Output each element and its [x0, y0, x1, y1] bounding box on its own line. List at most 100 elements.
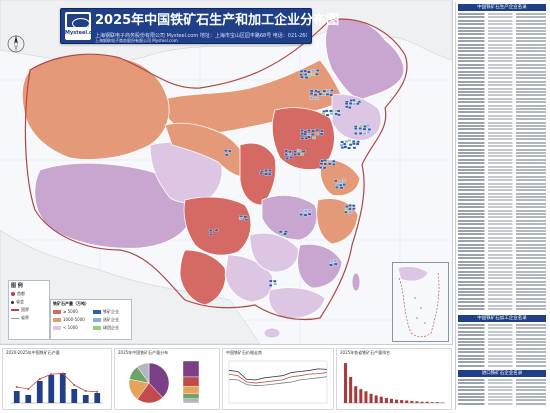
- enterprise-marker[interactable]: [268, 284, 273, 287]
- enterprise-marker[interactable]: [343, 145, 348, 149]
- enterprise-marker[interactable]: [344, 208, 349, 211]
- directory-entry[interactable]: [458, 135, 546, 138]
- directory-entry[interactable]: [458, 351, 546, 354]
- enterprise-marker[interactable]: [311, 69, 316, 73]
- enterprise-marker[interactable]: [342, 183, 346, 186]
- directory-entry[interactable]: [458, 347, 546, 350]
- enterprise-marker[interactable]: [300, 137, 305, 140]
- directory-entry[interactable]: [458, 219, 546, 222]
- province-sichuan[interactable]: [183, 196, 252, 256]
- directory-entry[interactable]: [458, 13, 546, 15]
- enterprise-marker[interactable]: [309, 89, 314, 93]
- enterprise-marker[interactable]: [209, 233, 213, 236]
- directory-entry[interactable]: [458, 46, 546, 49]
- enterprise-marker[interactable]: [344, 102, 349, 105]
- south-china-sea-inset[interactable]: [392, 262, 449, 342]
- directory-entry[interactable]: [458, 395, 546, 398]
- enterprise-marker[interactable]: [310, 133, 315, 136]
- enterprise-marker[interactable]: [321, 112, 326, 115]
- directory-entry[interactable]: [458, 29, 546, 32]
- enterprise-marker[interactable]: [307, 209, 312, 213]
- province-heilongjiang[interactable]: [325, 18, 405, 101]
- directory-entry[interactable]: [458, 327, 546, 330]
- directory-entry[interactable]: [458, 148, 546, 151]
- enterprise-marker[interactable]: [299, 69, 304, 73]
- enterprise-marker[interactable]: [322, 166, 327, 170]
- enterprise-marker[interactable]: [362, 127, 367, 131]
- enterprise-marker[interactable]: [348, 210, 353, 214]
- enterprise-marker[interactable]: [347, 146, 351, 150]
- enterprise-marker[interactable]: [315, 72, 319, 76]
- directory-entry[interactable]: [458, 304, 546, 307]
- province-hunan[interactable]: [249, 232, 299, 273]
- price-line-chart[interactable]: [223, 349, 333, 409]
- directory-list-2[interactable]: [458, 324, 546, 368]
- directory-entry[interactable]: [458, 70, 546, 73]
- directory-entry[interactable]: [458, 19, 546, 22]
- directory-list-1[interactable]: [458, 13, 546, 313]
- enterprise-marker[interactable]: [315, 132, 320, 136]
- directory-entry[interactable]: [458, 141, 546, 144]
- province-shandong[interactable]: [320, 159, 361, 197]
- distribution-pie-chart[interactable]: [115, 349, 219, 409]
- enterprise-marker[interactable]: [332, 159, 336, 163]
- enterprise-marker[interactable]: [288, 152, 292, 156]
- enterprise-marker[interactable]: [317, 90, 321, 94]
- directory-entry[interactable]: [458, 40, 546, 43]
- directory-entry[interactable]: [458, 240, 546, 243]
- enterprise-marker[interactable]: [352, 102, 356, 106]
- province-taiwan[interactable]: [351, 272, 361, 292]
- enterprise-marker[interactable]: [345, 205, 349, 208]
- enterprise-marker[interactable]: [358, 127, 362, 130]
- enterprise-marker[interactable]: [329, 263, 333, 267]
- directory-entry[interactable]: [458, 179, 546, 182]
- directory-entry[interactable]: [458, 50, 546, 53]
- directory-entry[interactable]: [458, 334, 546, 337]
- directory-entry[interactable]: [458, 340, 546, 343]
- directory-entry[interactable]: [458, 138, 546, 141]
- enterprise-marker[interactable]: [304, 209, 308, 213]
- directory-entry[interactable]: [458, 165, 546, 168]
- enterprise-markers[interactable]: [208, 69, 372, 287]
- directory-entry[interactable]: [458, 399, 546, 402]
- enterprise-marker[interactable]: [356, 140, 360, 144]
- directory-entry[interactable]: [458, 158, 546, 161]
- enterprise-marker[interactable]: [224, 153, 229, 157]
- enterprise-marker[interactable]: [330, 89, 334, 92]
- enterprise-marker[interactable]: [342, 178, 346, 182]
- enterprise-marker[interactable]: [322, 89, 327, 93]
- province-yunnan[interactable]: [179, 249, 227, 306]
- directory-entry[interactable]: [458, 111, 546, 114]
- enterprise-marker[interactable]: [352, 142, 356, 146]
- enterprise-marker[interactable]: [303, 73, 308, 76]
- directory-entry[interactable]: [458, 354, 546, 357]
- enterprise-marker[interactable]: [332, 163, 336, 166]
- enterprise-marker[interactable]: [334, 179, 338, 183]
- enterprise-marker[interactable]: [351, 204, 356, 208]
- enterprise-marker[interactable]: [354, 132, 358, 135]
- enterprise-marker[interactable]: [293, 153, 297, 156]
- directory-entry[interactable]: [458, 172, 546, 175]
- enterprise-marker[interactable]: [267, 172, 272, 176]
- enterprise-marker[interactable]: [307, 135, 311, 139]
- directory-entry[interactable]: [458, 196, 546, 199]
- directory-entry[interactable]: [458, 63, 546, 66]
- directory-entry[interactable]: [458, 274, 546, 277]
- enterprise-marker[interactable]: [300, 75, 304, 79]
- enterprise-marker[interactable]: [329, 109, 333, 113]
- directory-entry[interactable]: [458, 233, 546, 236]
- enterprise-marker[interactable]: [335, 183, 340, 187]
- province-henan[interactable]: [261, 195, 318, 241]
- province-xinjiang[interactable]: [21, 53, 170, 160]
- directory-entry[interactable]: [458, 307, 546, 310]
- enterprise-marker[interactable]: [304, 76, 309, 79]
- directory-entry[interactable]: [458, 67, 546, 70]
- directory-entry[interactable]: [458, 324, 546, 326]
- enterprise-marker[interactable]: [303, 130, 308, 134]
- enterprise-marker[interactable]: [303, 69, 307, 73]
- directory-entry[interactable]: [458, 97, 546, 100]
- enterprise-marker[interactable]: [339, 186, 344, 190]
- enterprise-marker[interactable]: [300, 152, 304, 156]
- directory-entry[interactable]: [458, 243, 546, 246]
- directory-entry[interactable]: [458, 94, 546, 97]
